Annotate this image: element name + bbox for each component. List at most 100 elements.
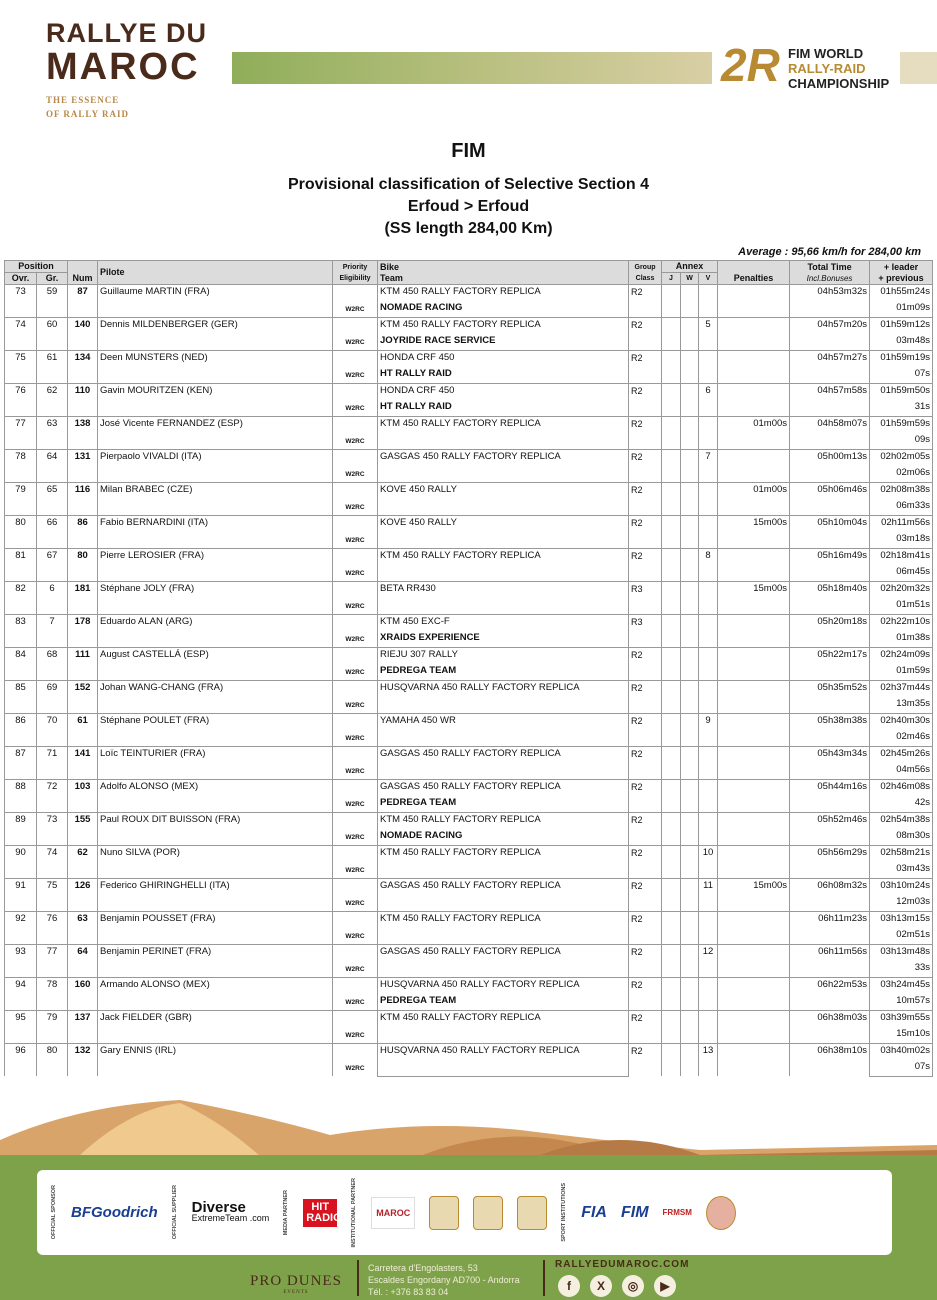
table-row: 77 63 138 José Vicente FERNANDEZ (ESP) W2RC K…	[4, 416, 934, 450]
leader-gap-cell: 02h20m32s	[869, 581, 934, 598]
table-row-sub: PEDREGA TEAM 10m57s	[5, 994, 934, 1011]
bike-cell: GASGAS 450 RALLY FACTORY REPLICA	[377, 779, 629, 796]
total-time-cell: 05h38m38s	[789, 713, 871, 747]
gr-cell: 77	[36, 944, 68, 978]
col-previous: + previous	[878, 272, 924, 283]
bike-cell: HONDA CRF 450	[377, 350, 629, 367]
annex-j-cell	[661, 449, 681, 483]
leader-gap-cell: 03h13m48s	[869, 944, 934, 961]
address-line1: Carretera d'Engolasters, 53	[368, 1263, 478, 1273]
table-row-sub: 07s	[5, 1059, 934, 1077]
annex-w-cell	[680, 779, 699, 813]
ovr-cell: 74	[4, 317, 37, 351]
total-time-cell: 05h20m18s	[789, 614, 871, 648]
route: Erfoud > Erfoud	[407, 198, 530, 215]
annex-j-cell	[661, 482, 681, 516]
team-cell: XRAIDS EXPERIENCE	[377, 631, 629, 648]
annex-w-cell	[680, 284, 699, 318]
bike-cell: KTM 450 RALLY FACTORY REPLICA	[377, 1010, 629, 1027]
bike-cell: KTM 450 RALLY FACTORY REPLICA	[377, 911, 629, 928]
penalties-cell: 01m00s	[717, 416, 791, 450]
ovr-cell: 84	[4, 647, 37, 681]
class-cell: R2	[628, 647, 662, 681]
col-bike: Bike	[380, 261, 400, 272]
annex-w-cell	[680, 911, 699, 945]
fim-logo: FIM	[620, 1203, 649, 1221]
instagram-icon[interactable]: ◎	[622, 1275, 644, 1297]
team-cell	[377, 433, 629, 450]
gr-cell: 74	[36, 845, 68, 879]
penalties-cell	[717, 944, 791, 978]
table-row: 73 59 87 Guillaume MARTIN (FRA) W2RC KTM 450 …	[4, 284, 934, 318]
total-time-cell: 05h22m17s	[789, 647, 871, 681]
youtube-icon[interactable]: ▶	[654, 1275, 676, 1297]
table-row-sub: 06m45s	[5, 565, 934, 582]
class-cell: R2	[628, 713, 662, 747]
institution-emblem-1	[429, 1195, 460, 1230]
leader-gap-cell: 02h08m38s	[869, 482, 934, 499]
gr-cell: 6	[36, 581, 68, 615]
previous-gap-cell: 01m59s	[869, 664, 934, 681]
leader-gap-cell: 02h22m10s	[869, 614, 934, 631]
facebook-icon[interactable]: f	[558, 1275, 580, 1297]
col-j: J	[661, 272, 681, 285]
annex-w-cell	[680, 482, 699, 516]
gr-cell: 59	[36, 284, 68, 318]
leader-gap-cell: 02h40m30s	[869, 713, 934, 730]
previous-gap-cell: 42s	[869, 796, 934, 813]
website-link[interactable]: RALLYEDUMAROC.COM	[555, 1259, 690, 1270]
pilote-cell: Guillaume MARTIN (FRA)	[97, 284, 333, 318]
table-row: 85 69 152 Johan WANG-CHANG (FRA) W2RC HUSQVAR…	[4, 680, 934, 714]
class-cell: R2	[628, 1043, 662, 1077]
annex-w-cell	[680, 317, 699, 351]
penalties-cell: 15m00s	[717, 878, 791, 912]
pilote-cell: Pierre LEROSIER (FRA)	[97, 548, 333, 582]
bike-cell: RIEJU 307 RALLY	[377, 647, 629, 664]
penalties-cell	[717, 284, 791, 318]
pilote-cell: Dennis MILDENBERGER (GER)	[97, 317, 333, 351]
table-row-sub: 15m10s	[5, 1027, 934, 1044]
table-row-sub: 01m51s	[5, 598, 934, 615]
previous-gap-cell: 07s	[869, 367, 934, 384]
class-cell: R2	[628, 482, 662, 516]
penalties-cell	[717, 1043, 791, 1077]
classification-table: Position Num Pilote Priority Eligibility …	[4, 260, 934, 1077]
gr-cell: 7	[36, 614, 68, 648]
gr-cell: 68	[36, 647, 68, 681]
gr-cell: 62	[36, 383, 68, 417]
num-cell: 126	[67, 878, 98, 912]
penalties-cell	[717, 350, 791, 384]
annex-j-cell	[661, 911, 681, 945]
total-time-cell: 04h57m20s	[789, 317, 871, 351]
annex-v-cell: 6	[697, 383, 719, 417]
leader-gap-cell: 03h40m02s	[869, 1042, 934, 1060]
x-icon[interactable]: X	[590, 1275, 612, 1297]
gr-cell: 72	[36, 779, 68, 813]
ovr-cell: 92	[4, 911, 37, 945]
institution-emblem-3	[517, 1195, 548, 1230]
priority-cell: W2RC	[332, 515, 378, 549]
gr-cell: 75	[36, 878, 68, 912]
team-cell: PEDREGA TEAM	[377, 664, 629, 681]
annex-w-cell	[680, 845, 699, 879]
ovr-cell: 83	[4, 614, 37, 648]
previous-gap-cell: 10m57s	[869, 994, 934, 1011]
col-num: Num	[67, 260, 98, 285]
col-gr: Gr.	[36, 272, 68, 285]
previous-gap-cell: 33s	[869, 961, 934, 978]
annex-w-cell	[680, 614, 699, 648]
annex-j-cell	[661, 1010, 681, 1044]
ovr-cell: 73	[4, 284, 37, 318]
annex-j-cell	[661, 416, 681, 450]
annex-j-cell	[661, 317, 681, 351]
num-cell: 132	[67, 1043, 98, 1077]
ss-length: (SS length 284,00 Km)	[384, 220, 553, 237]
num-cell: 87	[67, 284, 98, 318]
annex-w-cell	[680, 944, 699, 978]
previous-gap-cell: 03m43s	[869, 862, 934, 879]
w2rc-line2: RALLY-RAID	[788, 61, 866, 76]
leader-gap-cell: 02h02m05s	[869, 449, 934, 466]
w2rc-line1: FIM WORLD	[788, 46, 864, 61]
bike-cell: KTM 450 RALLY FACTORY REPLICA	[377, 845, 629, 862]
divider	[543, 1260, 545, 1296]
